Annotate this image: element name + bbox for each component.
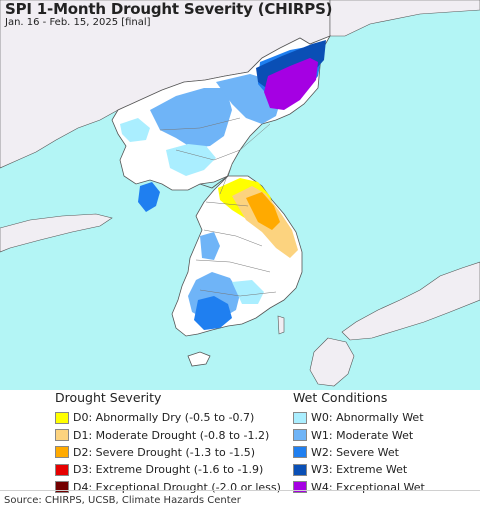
legend-swatch-d2 xyxy=(55,446,69,459)
legend-swatch-w3 xyxy=(293,463,307,476)
source-credit: Source: CHIRPS, UCSB, Climate Hazards Ce… xyxy=(4,495,241,506)
wet-w4-nk-northeast xyxy=(264,58,318,110)
legend-label-d2: D2: Severe Drought (-1.3 to -1.5) xyxy=(73,445,256,459)
legend-label-w3: W3: Extreme Wet xyxy=(311,463,408,477)
wet-w2-nk-west-coast xyxy=(138,182,160,212)
legend-item-w0: W0: Abnormally Wet xyxy=(293,409,425,426)
wet-w1-sk-west xyxy=(200,232,220,260)
legend-swatch-d1 xyxy=(55,429,69,442)
dmz-border xyxy=(199,175,229,189)
wet-w0-sk-south xyxy=(232,280,264,304)
legend-item-d1: D1: Moderate Drought (-0.8 to -1.2) xyxy=(55,426,281,443)
legend-item-w3: W3: Extreme Wet xyxy=(293,461,425,478)
tsushima-island xyxy=(277,315,285,335)
jeju-island xyxy=(187,351,211,367)
wet-legend-heading: Wet Conditions xyxy=(293,390,388,405)
wet-w1-nk-west xyxy=(150,88,232,148)
legend-item-d0: D0: Abnormally Dry (-0.5 to -0.7) xyxy=(55,409,281,426)
legend-swatch-w1 xyxy=(293,429,307,442)
drought-legend-heading: Drought Severity xyxy=(55,390,162,405)
wet-w0-nk-central xyxy=(166,144,216,176)
shandong-peninsula xyxy=(0,213,113,253)
legend-item-d3: D3: Extreme Drought (-1.6 to -1.9) xyxy=(55,461,281,478)
legend-area: Drought Severity D0: Abnormally Dry (-0.… xyxy=(0,390,480,494)
map-subtitle: Jan. 16 - Feb. 15, 2025 [final] xyxy=(5,17,151,28)
drought-d2-sk-east xyxy=(246,192,280,230)
legend-item-d2: D2: Severe Drought (-1.3 to -1.5) xyxy=(55,444,281,461)
legend-swatch-w2 xyxy=(293,446,307,459)
drought-map xyxy=(0,0,480,390)
legend-swatch-w0 xyxy=(293,411,307,424)
wet-w2-sk-south xyxy=(194,296,232,330)
legend-swatch-d3 xyxy=(55,463,69,476)
legend-label-w0: W0: Abnormally Wet xyxy=(311,411,424,425)
legend-label-w1: W1: Moderate Wet xyxy=(311,428,414,442)
legend-item-w2: W2: Severe Wet xyxy=(293,444,425,461)
legend-label-d0: D0: Abnormally Dry (-0.5 to -0.7) xyxy=(73,411,255,425)
legend-label-w2: W2: Severe Wet xyxy=(311,445,399,459)
drought-legend: Drought Severity D0: Abnormally Dry (-0.… xyxy=(55,390,281,496)
legend-swatch-d0 xyxy=(55,411,69,424)
russia-landmass xyxy=(329,0,480,37)
wet-legend: Wet Conditions W0: Abnormally Wet W1: Mo… xyxy=(293,390,425,496)
legend-label-d3: D3: Extreme Drought (-1.6 to -1.9) xyxy=(73,463,264,477)
japan-honshu xyxy=(341,261,480,341)
japan-kyushu xyxy=(309,337,355,387)
map-area: SPI 1-Month Drought Severity (CHIRPS) Ja… xyxy=(0,0,480,390)
legend-label-d1: D1: Moderate Drought (-0.8 to -1.2) xyxy=(73,428,270,442)
footer: Source: CHIRPS, UCSB, Climate Hazards Ce… xyxy=(0,490,480,510)
wet-w0-nk-coast xyxy=(120,118,150,142)
map-title: SPI 1-Month Drought Severity (CHIRPS) xyxy=(5,0,333,18)
legend-item-w1: W1: Moderate Wet xyxy=(293,426,425,443)
province-borders xyxy=(159,117,277,297)
